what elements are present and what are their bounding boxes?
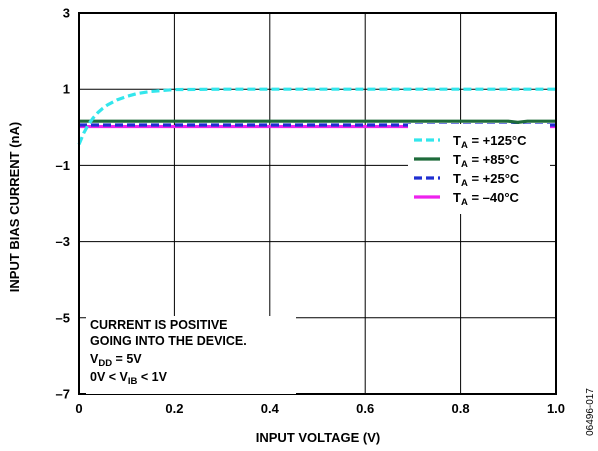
annotation-line-1: CURRENT IS POSITIVE <box>90 318 228 332</box>
legend-label-sub: A <box>461 159 468 170</box>
annotation: CURRENT IS POSITIVE GOING INTO THE DEVIC… <box>86 316 296 394</box>
legend-label-main: T <box>453 190 461 205</box>
legend-label-main: T <box>453 133 461 148</box>
annotation-vdd-v: V <box>90 352 99 366</box>
legend-label: TA = –40°C <box>453 190 520 208</box>
legend-label-rest: = +25°C <box>468 171 520 186</box>
grid <box>79 13 556 394</box>
legend-label-main: T <box>453 152 461 167</box>
annotation-line-3: VDD = 5V <box>90 352 142 369</box>
series-line <box>77 87 556 146</box>
y-axis-title: INPUT BIAS CURRENT (nA) <box>7 122 22 292</box>
legend-label-main: T <box>453 171 461 186</box>
annotation-line-2: GOING INTO THE DEVICE. <box>90 334 247 348</box>
figure-code: 06496-017 <box>585 388 596 436</box>
annotation-range-sub: IB <box>128 376 138 387</box>
y-tick-label: 3 <box>63 6 70 21</box>
x-tick-label: 0.6 <box>356 401 374 416</box>
legend-label-rest: = –40°C <box>468 190 520 205</box>
legend-label-rest: = +125°C <box>468 133 527 148</box>
annotation-vdd-sub: DD <box>98 358 112 369</box>
annotation-range-start: 0V < V <box>90 370 129 384</box>
plot-frame <box>78 12 557 395</box>
y-tick-label: 1 <box>63 82 70 97</box>
tick-labels: 0 0.2 0.4 0.6 0.8 1.0 3 1 –1 –3 –5 –7 <box>56 6 566 417</box>
legend-label: TA = +85°C <box>453 152 520 170</box>
x-axis-title: INPUT VOLTAGE (V) <box>256 430 380 445</box>
y-tick-label: –1 <box>56 158 70 173</box>
x-tick-label: 0 <box>75 401 82 416</box>
annotation-box <box>86 316 296 394</box>
x-tick-label: 1.0 <box>547 401 565 416</box>
legend-label-sub: A <box>461 197 468 208</box>
series-line <box>79 119 556 124</box>
legend-label-rest: = +85°C <box>468 152 520 167</box>
annotation-line-4: 0V < VIB < 1V <box>90 370 168 387</box>
annotation-range-end: < 1V <box>137 370 167 384</box>
y-tick-label: –7 <box>56 387 70 402</box>
legend-label: TA = +25°C <box>453 171 520 189</box>
annotation-vdd-value: = 5V <box>112 352 142 366</box>
x-tick-label: 0.4 <box>261 401 280 416</box>
y-tick-label: –3 <box>56 234 70 249</box>
legend-label-sub: A <box>461 140 468 151</box>
legend-label: TA = +125°C <box>453 133 527 151</box>
legend: TA = +125°CTA = +85°CTA = +25°CTA = –40°… <box>408 124 550 214</box>
y-tick-label: –5 <box>56 310 70 325</box>
x-tick-label: 0.2 <box>165 401 183 416</box>
legend-label-sub: A <box>461 178 468 189</box>
x-tick-label: 0.8 <box>452 401 470 416</box>
